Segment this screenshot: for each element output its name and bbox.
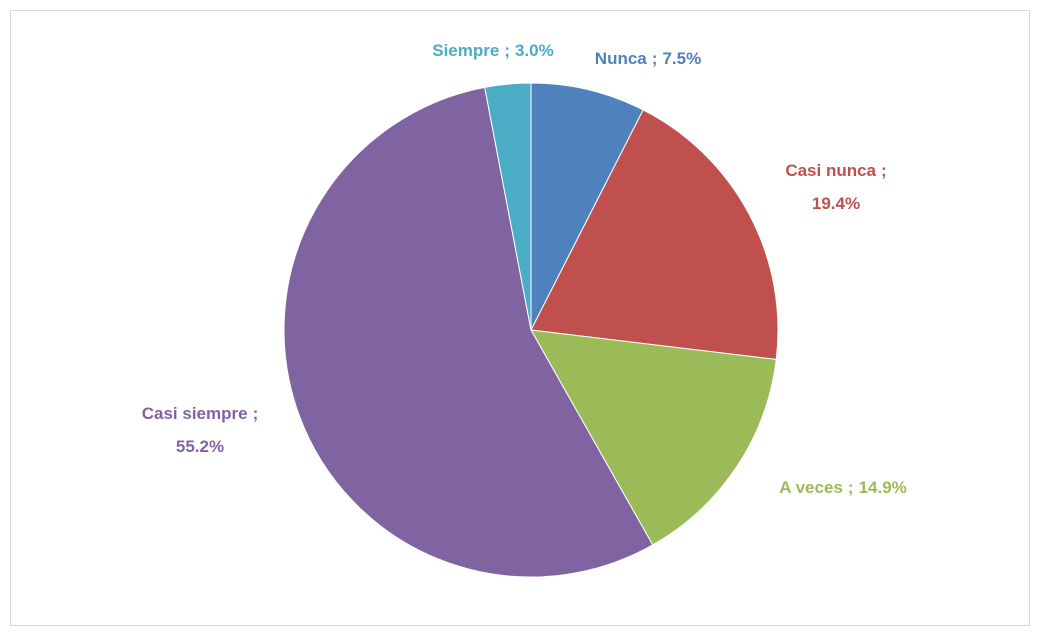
pie-slice bbox=[283, 86, 654, 578]
label-separator: ; bbox=[253, 404, 259, 423]
label-value: 19.4% bbox=[812, 194, 860, 213]
label-category: Siempre bbox=[432, 41, 499, 60]
label-value: 55.2% bbox=[176, 437, 224, 456]
pie-slice bbox=[530, 82, 644, 331]
label-separator: ; bbox=[504, 41, 510, 60]
data-label: A veces; 14.9% bbox=[779, 478, 907, 497]
label-separator: ; bbox=[848, 478, 854, 497]
pie-slice bbox=[484, 82, 532, 331]
label-separator: ; bbox=[881, 161, 887, 180]
label-value: 3.0% bbox=[515, 41, 554, 60]
label-category: A veces bbox=[779, 478, 843, 497]
label-category: Nunca bbox=[595, 49, 648, 68]
label-category: Casi nunca bbox=[785, 161, 876, 180]
pie-slice bbox=[530, 329, 777, 546]
label-category: Casi siempre bbox=[142, 404, 248, 423]
label-separator: ; bbox=[652, 49, 658, 68]
data-label: Siempre; 3.0% bbox=[432, 41, 554, 60]
data-label: Nunca; 7.5% bbox=[595, 49, 701, 68]
pie-slice bbox=[530, 109, 779, 360]
data-label: Casi nunca; 19.4% bbox=[785, 161, 886, 213]
data-label: Casi siempre; 55.2% bbox=[142, 404, 259, 456]
label-value: 7.5% bbox=[662, 49, 701, 68]
label-value: 14.9% bbox=[859, 478, 907, 497]
